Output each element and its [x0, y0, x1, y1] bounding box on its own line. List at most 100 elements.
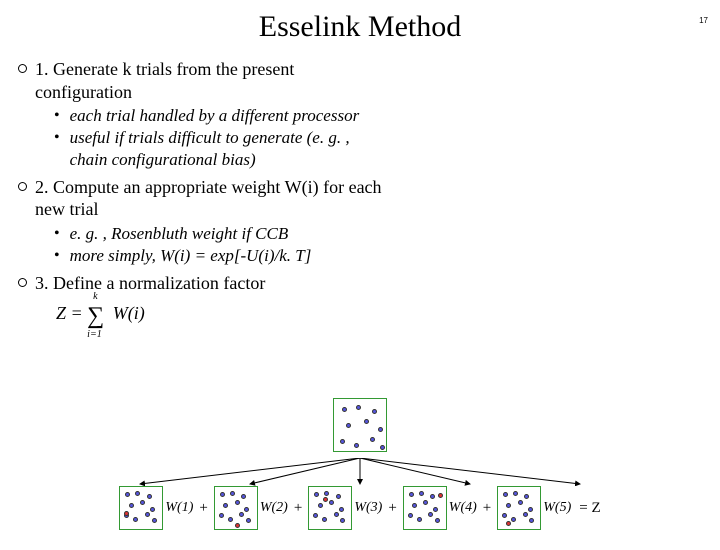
- trial-group-3: W(3): [308, 486, 382, 530]
- atom: [133, 517, 138, 522]
- atom: [129, 503, 134, 508]
- atom: [314, 492, 319, 497]
- sub-item: •e. g. , Rosenbluth weight if CCB: [54, 223, 390, 244]
- moved-atom: [506, 521, 511, 526]
- atom: [378, 427, 383, 432]
- atom: [313, 513, 318, 518]
- atom: [523, 512, 528, 517]
- atom: [417, 517, 422, 522]
- atom: [147, 494, 152, 499]
- atom: [364, 419, 369, 424]
- atom: [145, 512, 150, 517]
- atom: [409, 492, 414, 497]
- atom: [339, 507, 344, 512]
- atom: [318, 503, 323, 508]
- atom: [518, 500, 523, 505]
- hollow-circle-bullet: [18, 278, 27, 287]
- parent-config-box: [333, 398, 387, 452]
- trial-group-5: W(5): [497, 486, 571, 530]
- main-item-text: 3. Define a normalization factor: [35, 272, 265, 295]
- weight-label: W(4): [449, 500, 477, 516]
- dot-bullet: •: [54, 246, 60, 265]
- atom: [140, 500, 145, 505]
- sub-list: •e. g. , Rosenbluth weight if CCB•more s…: [18, 223, 390, 267]
- branching-arrows: [80, 458, 640, 486]
- atom: [346, 423, 351, 428]
- hollow-circle-bullet: [18, 64, 27, 73]
- atom: [435, 518, 440, 523]
- atom: [503, 492, 508, 497]
- atom: [511, 517, 516, 522]
- main-item-1: 1. Generate k trials from the present co…: [18, 58, 390, 103]
- sub-item: • useful if trials difficult to generate …: [54, 127, 390, 170]
- atom: [150, 507, 155, 512]
- dot-bullet: •: [54, 106, 60, 125]
- trial-box: [214, 486, 258, 530]
- atom: [528, 507, 533, 512]
- sub-item: • more simply, W(i) = exp[-U(i)/k. T]: [54, 245, 390, 266]
- atom: [246, 518, 251, 523]
- weight-label: W(5): [543, 500, 571, 516]
- sub-list: • each trial handled by a different proce…: [18, 105, 390, 170]
- atom: [219, 513, 224, 518]
- moved-atom: [235, 523, 240, 528]
- trial-box: [119, 486, 163, 530]
- atom: [244, 507, 249, 512]
- page-title: Esselink Method: [0, 10, 720, 44]
- sub-item: • each trial handled by a different proce…: [54, 105, 390, 126]
- atom: [329, 500, 334, 505]
- atom: [324, 491, 329, 496]
- atom: [380, 445, 385, 450]
- atom: [340, 518, 345, 523]
- diagram: W(1)+W(2)+W(3)+W(4)+W(5)= Z: [60, 398, 660, 530]
- main-item-3: 3. Define a normalization factor: [18, 272, 390, 295]
- plus-sign: +: [388, 500, 396, 517]
- atom: [524, 494, 529, 499]
- plus-sign: +: [294, 500, 302, 517]
- moved-atom: [323, 497, 328, 502]
- weight-label: W(1): [165, 500, 193, 516]
- dot-bullet: •: [54, 128, 60, 147]
- atom: [354, 443, 359, 448]
- atom: [506, 503, 511, 508]
- formula-normalization: Z = k ∑ i=1 W(i): [0, 303, 720, 330]
- atom: [433, 507, 438, 512]
- atom: [135, 491, 140, 496]
- atom: [334, 512, 339, 517]
- equals-z: = Z: [579, 500, 600, 517]
- moved-atom: [438, 493, 443, 498]
- atom: [220, 492, 225, 497]
- sub-item-text: useful if trials difficult to generate (…: [70, 127, 390, 170]
- trial-row: W(1)+W(2)+W(3)+W(4)+W(5)= Z: [60, 486, 660, 530]
- atom: [152, 518, 157, 523]
- atom: [340, 439, 345, 444]
- atom: [342, 407, 347, 412]
- atom: [241, 494, 246, 499]
- atom: [419, 491, 424, 496]
- dot-bullet: •: [54, 224, 60, 243]
- atom: [235, 500, 240, 505]
- trial-box: [403, 486, 447, 530]
- main-item-2: 2. Compute an appropriate weight W(i) fo…: [18, 176, 390, 221]
- atom: [223, 503, 228, 508]
- atom: [529, 518, 534, 523]
- trial-group-2: W(2): [214, 486, 288, 530]
- atom: [125, 492, 130, 497]
- main-item-text: 1. Generate k trials from the present co…: [35, 58, 390, 103]
- sub-item-text: each trial handled by a different proces…: [70, 105, 360, 126]
- weight-label: W(3): [354, 500, 382, 516]
- trial-group-1: W(1): [119, 486, 193, 530]
- atom: [423, 500, 428, 505]
- hollow-circle-bullet: [18, 182, 27, 191]
- atom: [430, 494, 435, 499]
- content-body: 1. Generate k trials from the present co…: [0, 58, 420, 295]
- atom: [356, 405, 361, 410]
- atom: [412, 503, 417, 508]
- atom: [372, 409, 377, 414]
- sub-item-text: more simply, W(i) = exp[-U(i)/k. T]: [70, 245, 312, 266]
- atom: [230, 491, 235, 496]
- page-number: 17: [699, 16, 708, 25]
- weight-label: W(2): [260, 500, 288, 516]
- atom: [408, 513, 413, 518]
- atom: [228, 517, 233, 522]
